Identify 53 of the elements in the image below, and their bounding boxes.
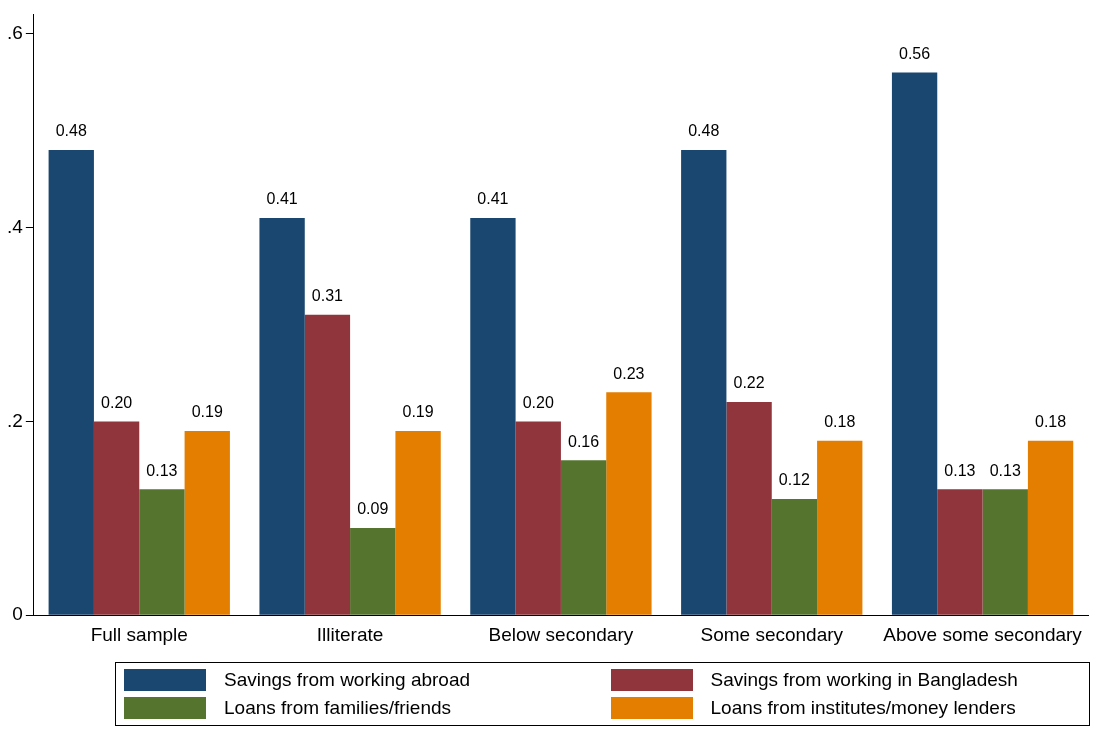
x-tick-label: Illiterate [316, 623, 384, 645]
y-tick-label: .6 [6, 22, 23, 44]
data-label: 0.13 [146, 461, 178, 479]
legend-label: Savings from working in Bangladesh [710, 669, 1018, 691]
data-label: 0.23 [613, 364, 645, 382]
bar [771, 498, 818, 615]
bar [350, 527, 396, 615]
data-label: 0.22 [733, 374, 765, 392]
data-label: 0.12 [778, 471, 811, 489]
data-label: 0.13 [989, 461, 1021, 479]
data-label: 0.09 [357, 500, 389, 518]
bar [937, 489, 983, 615]
bar [395, 431, 441, 615]
data-label: 0.20 [522, 393, 554, 411]
bar [1027, 440, 1074, 615]
bar [726, 402, 772, 615]
legend-label: Loans from families/friends [224, 697, 452, 719]
data-label: 0.16 [568, 432, 600, 450]
y-tick-label: .2 [6, 409, 23, 431]
data-label: 0.19 [402, 403, 434, 421]
data-label: 0.18 [824, 413, 856, 431]
data-label: 0.20 [101, 393, 133, 411]
bar [515, 421, 561, 615]
data-label: 0.31 [311, 287, 344, 305]
bar [681, 150, 727, 615]
data-label: 0.48 [55, 122, 87, 140]
x-tick-label: Full sample [90, 623, 188, 645]
x-tick-label: Above some secondary [883, 623, 1083, 645]
data-label: 0.56 [899, 44, 931, 62]
bar [982, 489, 1028, 615]
bar [304, 314, 351, 615]
bar [259, 217, 305, 615]
bar [606, 392, 652, 615]
x-tick-label: Below secondary [488, 623, 634, 645]
data-label: 0.48 [688, 122, 720, 140]
legend-label: Savings from working abroad [224, 669, 471, 691]
bar [48, 150, 94, 615]
x-tick-label: Some secondary [700, 623, 844, 645]
data-label: 0.13 [944, 461, 976, 479]
legend-label: Loans from institutes/money lenders [710, 697, 1016, 719]
bar [891, 72, 938, 615]
bar [139, 489, 185, 615]
data-label: 0.41 [477, 190, 509, 208]
y-tick-label: 0 [12, 603, 23, 625]
bar [470, 217, 516, 615]
y-tick-label: .4 [6, 215, 24, 237]
data-label: 0.19 [191, 403, 223, 421]
bar [93, 421, 140, 615]
bar [184, 431, 230, 615]
bar [560, 460, 607, 615]
data-label: 0.18 [1035, 413, 1067, 431]
data-label: 0.41 [266, 190, 298, 208]
bar [817, 440, 863, 615]
